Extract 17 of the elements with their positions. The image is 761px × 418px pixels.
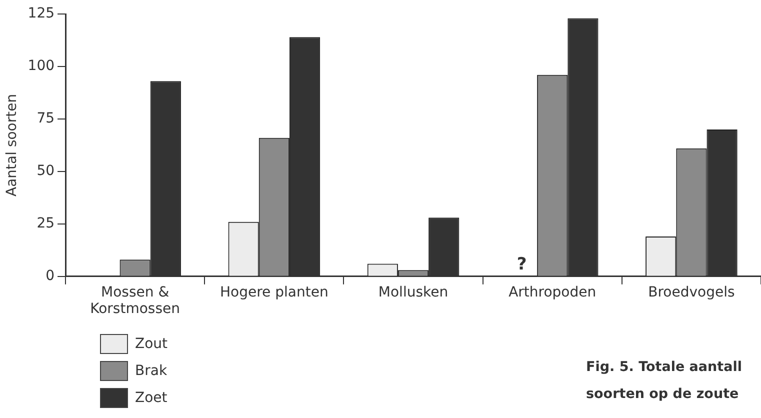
x-tick-label: Arthropoden <box>508 284 596 300</box>
y-tick-label: 50 <box>36 163 55 180</box>
legend-label: Zoet <box>135 390 168 406</box>
legend-label: Zout <box>135 336 168 352</box>
x-tick-label: Hogere planten <box>220 284 328 300</box>
x-tick-label: Mollusken <box>378 284 448 300</box>
caption: Fig. 5. Totale aantall soorten op de zoute <box>586 358 743 404</box>
y-tick-label: 75 <box>36 110 55 127</box>
y-tick-label: 25 <box>36 216 55 232</box>
x-tick-label: Broedvogels <box>648 284 735 300</box>
annotation: ? <box>516 254 527 274</box>
legend-label: Brak <box>135 362 168 378</box>
y-tick-label: 0 <box>46 268 55 284</box>
y-tick-label: 125 <box>28 6 55 22</box>
y-axis-title: Aantal soorten <box>4 94 20 196</box>
y-tick-label: 100 <box>28 58 55 74</box>
x-tick-label: Mossen & Korstmossen <box>90 284 180 318</box>
